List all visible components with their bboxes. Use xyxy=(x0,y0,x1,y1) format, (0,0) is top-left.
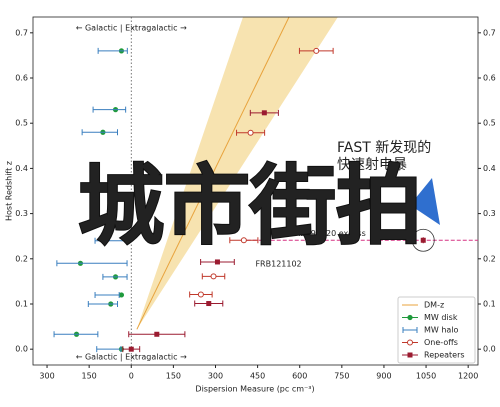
legend-label: One-offs xyxy=(424,338,458,347)
x-tick-label: 300 xyxy=(208,372,223,381)
legend-open xyxy=(407,339,413,346)
error-bar xyxy=(97,47,128,54)
error-bar xyxy=(94,237,129,244)
x-tick-label: 1200 xyxy=(458,372,478,381)
one-off-point xyxy=(183,176,190,183)
legend-dot xyxy=(407,314,413,321)
error-bar xyxy=(96,346,122,353)
frb121102-label: FRB121102 xyxy=(255,259,301,268)
y-tick-label-right: 0.0 xyxy=(483,345,496,354)
error-bar xyxy=(92,106,127,113)
one-off-point xyxy=(247,129,254,136)
x-tick-label: 900 xyxy=(376,372,391,381)
galactic-label-bottom: ← Galactic | Extragalactic → xyxy=(76,353,187,362)
x-axis-label: Dispersion Measure (pc cm⁻³) xyxy=(195,385,314,394)
y-tick-label: 0.7 xyxy=(15,28,28,37)
legend-label: DM-z xyxy=(424,301,444,310)
x-tick-label: 150 xyxy=(166,372,181,381)
y-tick-label: 0.5 xyxy=(15,119,28,128)
repeater-point xyxy=(420,237,426,243)
dm-z-line xyxy=(136,16,290,330)
headline: 快速射电暴 xyxy=(337,157,407,173)
one-off-point xyxy=(240,237,247,244)
legend-label: MW disk xyxy=(424,313,458,322)
error-bar xyxy=(53,331,99,338)
y-tick-label-right: 0.4 xyxy=(483,164,496,173)
y-tick-label: 0.6 xyxy=(15,74,28,83)
error-bar xyxy=(94,291,120,298)
error-bar xyxy=(56,260,128,267)
x-tick-label: 600 xyxy=(292,372,307,381)
galactic-label-top: ← Galactic | Extragalactic → xyxy=(76,24,187,33)
error-bar xyxy=(102,273,128,280)
y-axis-label: Host Redshift z xyxy=(5,161,14,221)
legend-bar xyxy=(402,327,418,333)
y-tick-label-right: 0.1 xyxy=(483,299,496,308)
legend-label: Repeaters xyxy=(424,351,465,360)
repeater-point xyxy=(214,259,220,265)
one-off-point xyxy=(197,291,204,298)
repeater-point xyxy=(261,110,267,116)
x-tick-label: 0 xyxy=(129,372,134,381)
y-tick-label-right: 0.5 xyxy=(483,119,496,128)
y-tick-label: 0.3 xyxy=(15,209,28,218)
y-tick-label: 0.4 xyxy=(15,164,28,173)
watermark: 城市街拍 xyxy=(78,156,422,256)
plot-frame xyxy=(32,16,479,366)
y-tick-label: 0.1 xyxy=(15,299,28,308)
x-tick-label: 750 xyxy=(334,372,349,381)
y-tick-label-right: 0.2 xyxy=(483,254,496,263)
headline: FAST 新发现的 xyxy=(337,140,431,156)
x-tick-label: 150 xyxy=(82,372,97,381)
frb190520-ring xyxy=(411,228,435,252)
x-tick-label: 1050 xyxy=(416,372,436,381)
legend-box xyxy=(397,296,476,364)
repeater-point xyxy=(128,346,134,352)
y-tick-label-right: 0.3 xyxy=(483,209,496,218)
blue-wedge xyxy=(410,178,440,225)
legend-label: MW halo xyxy=(424,326,459,335)
repeater-point xyxy=(154,331,160,337)
one-off-point xyxy=(313,47,320,54)
y-tick-label: 0.2 xyxy=(15,254,28,263)
x-tick-label: 300 xyxy=(39,372,54,381)
x-tick-label: 450 xyxy=(250,372,265,381)
y-tick-label-right: 0.7 xyxy=(483,28,496,37)
repeater-point xyxy=(206,301,212,307)
y-tick-label-right: 0.6 xyxy=(483,74,496,83)
y-tick-label: 0.0 xyxy=(15,345,28,354)
frb190520-label: FRB190520 excess xyxy=(290,229,366,238)
mw-disk-point xyxy=(118,292,125,298)
legend-square xyxy=(407,352,413,358)
error-bar xyxy=(81,129,119,136)
dm-z-band xyxy=(136,17,338,330)
one-off-point xyxy=(210,273,217,280)
error-bar xyxy=(87,300,119,307)
